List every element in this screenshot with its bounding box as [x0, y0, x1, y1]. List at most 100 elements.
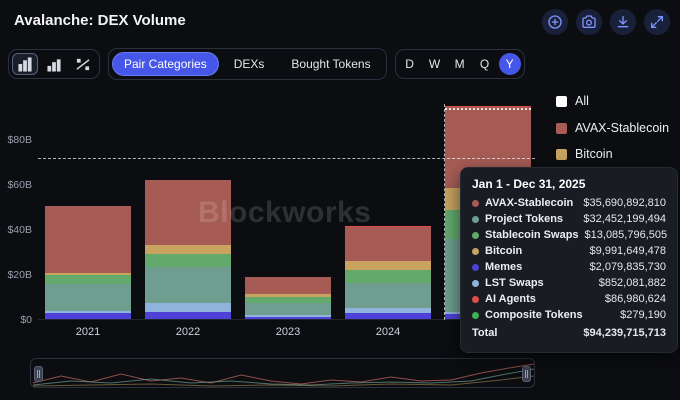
stacked-bar-chart-icon: [18, 56, 32, 72]
range-m[interactable]: M: [449, 53, 471, 75]
view-tabs-group: Pair Categories DEXs Bought Tokens: [108, 48, 387, 80]
tooltip-dot-bitcoin: [472, 247, 479, 255]
bar-segment-memes-2021[interactable]: [45, 313, 131, 319]
tooltip-label-lst-swaps: LST Swaps: [485, 277, 544, 289]
add-button[interactable]: [542, 9, 568, 35]
tooltip-row-memes: Memes $2,079,835,730: [472, 261, 666, 273]
tooltip-value-memes: $2,079,835,730: [589, 261, 666, 273]
tooltip-row-composite-tokens: Composite Tokens $279,190: [472, 309, 666, 321]
range-q[interactable]: Q: [474, 53, 496, 75]
bar-segment-lst-swaps-2024[interactable]: [345, 307, 431, 314]
bar-segment-memes-2023[interactable]: [245, 316, 331, 319]
bar-segment-lst-swaps-2023[interactable]: [245, 314, 331, 317]
range-y[interactable]: Y: [498, 53, 521, 75]
range-d[interactable]: D: [399, 53, 421, 75]
tooltip-label-composite-tokens: Composite Tokens: [485, 309, 583, 321]
chart-type-stacked-bar-button[interactable]: [12, 53, 38, 75]
tooltip-dot-composite-tokens: [472, 311, 479, 319]
legend-swatch-all: [556, 96, 567, 107]
y-tick--40b: $40B: [7, 224, 32, 236]
bar-segment-bitcoin-2021[interactable]: [45, 273, 131, 276]
tooltip-row-project-tokens: Project Tokens $32,452,199,494: [472, 213, 666, 225]
tooltip-label-stablecoin-swaps: Stablecoin Swaps: [485, 229, 579, 241]
bar-segment-memes-2022[interactable]: [145, 312, 231, 319]
legend-item-all[interactable]: All: [556, 94, 674, 110]
tooltip-dot-lst-swaps: [472, 279, 479, 287]
tooltip-row-ai-agents: AI Agents $86,980,624: [472, 293, 666, 305]
tooltip-dot-avax-stablecoin: [472, 199, 479, 207]
time-range-brush[interactable]: [30, 358, 535, 388]
chart-type-group: [8, 49, 100, 79]
chart-legend: All AVAX-Stablecoin Bitcoin: [556, 94, 674, 174]
bar-segment-avax-stablecoin-2022[interactable]: [145, 179, 231, 245]
tooltip-total-row: Total $94,239,715,713: [472, 327, 666, 339]
bar-segment-stablecoin-swaps-2023[interactable]: [245, 296, 331, 303]
bar-segment-stablecoin-swaps-2024[interactable]: [345, 269, 431, 283]
bar-segment-ai-agents-2024[interactable]: [345, 225, 431, 227]
plus-circle-icon: [548, 15, 562, 29]
expand-button[interactable]: [644, 9, 670, 35]
tab-bought-tokens[interactable]: Bought Tokens: [279, 52, 382, 76]
tooltip-value-stablecoin-swaps: $13,085,796,505: [584, 229, 668, 241]
tooltip-dot-project-tokens: [472, 215, 479, 223]
tab-pair-categories[interactable]: Pair Categories: [112, 52, 219, 76]
legend-item-avax-stablecoin[interactable]: AVAX-Stablecoin: [556, 121, 674, 137]
chart-type-percent-trend-button[interactable]: [70, 53, 96, 75]
tooltip-label-ai-agents: AI Agents: [485, 293, 536, 305]
download-button[interactable]: [610, 9, 636, 35]
bar-segment-stablecoin-swaps-2022[interactable]: [145, 253, 231, 268]
tooltip-label-memes: Memes: [485, 261, 523, 273]
legend-label-bitcoin: Bitcoin: [575, 147, 613, 162]
tooltip-row-lst-swaps: LST Swaps $852,081,882: [472, 277, 666, 289]
bar-2021[interactable]: [38, 205, 138, 319]
crosshair-horizontal: [38, 158, 535, 159]
legend-item-bitcoin[interactable]: Bitcoin: [556, 147, 674, 163]
bar-segment-project-tokens-2021[interactable]: [45, 284, 131, 312]
camera-icon: [582, 15, 596, 28]
bar-segment-avax-stablecoin-2021[interactable]: [45, 205, 131, 274]
tooltip-total-value: $94,239,715,713: [583, 327, 666, 339]
tooltip-value-composite-tokens: $279,190: [620, 309, 666, 321]
chart-type-grouped-bar-button[interactable]: [41, 53, 67, 75]
range-w[interactable]: W: [424, 53, 446, 75]
bar-segment-bitcoin-2023[interactable]: [245, 294, 331, 297]
y-tick--80b: $80B: [7, 134, 32, 146]
hovered-bar-top-cap: [445, 107, 531, 110]
tooltip-label-project-tokens: Project Tokens: [485, 213, 564, 225]
bar-segment-project-tokens-2022[interactable]: [145, 267, 231, 304]
bar-segment-avax-stablecoin-2024[interactable]: [345, 226, 431, 261]
percent-trend-icon: [76, 58, 90, 70]
brush-handle-left[interactable]: [34, 366, 43, 382]
screenshot-button[interactable]: [576, 9, 602, 35]
tooltip-value-ai-agents: $86,980,624: [604, 293, 666, 305]
x-tick-2023: 2023: [275, 326, 301, 338]
bar-2024[interactable]: [338, 225, 438, 319]
tooltip-row-stablecoin-swaps: Stablecoin Swaps $13,085,796,505: [472, 229, 668, 241]
bar-segment-bitcoin-2022[interactable]: [145, 244, 231, 254]
y-tick--0: $0: [20, 314, 32, 326]
tooltip-label-bitcoin: Bitcoin: [485, 245, 523, 257]
bar-segment-avax-stablecoin-2023[interactable]: [245, 277, 331, 295]
bar-segment-bitcoin-2024[interactable]: [345, 260, 431, 270]
bar-segment-lst-swaps-2022[interactable]: [145, 303, 231, 313]
bar-segment-stablecoin-swaps-2021[interactable]: [45, 275, 131, 285]
bar-segment-lst-swaps-2021[interactable]: [45, 311, 131, 314]
bar-segment-memes-2024[interactable]: [345, 313, 431, 319]
y-tick--60b: $60B: [7, 179, 32, 191]
tooltip-value-bitcoin: $9,991,649,478: [589, 245, 666, 257]
bar-segment-project-tokens-2024[interactable]: [345, 283, 431, 308]
bar-2023[interactable]: [238, 277, 338, 319]
tooltip-dot-memes: [472, 263, 479, 271]
tab-dexs[interactable]: DEXs: [222, 52, 277, 76]
bar-2022[interactable]: [138, 179, 238, 319]
brush-sparkline: [32, 363, 534, 387]
brush-handle-right[interactable]: [522, 366, 531, 382]
tooltip-total-label: Total: [472, 327, 498, 339]
page-title: Avalanche: DEX Volume: [14, 12, 186, 29]
bar-segment-ai-agents-2025[interactable]: [445, 106, 531, 108]
download-icon: [617, 16, 629, 28]
bar-chart-icon: [47, 58, 61, 72]
bar-segment-project-tokens-2023[interactable]: [245, 302, 331, 315]
tooltip-title: Jan 1 - Dec 31, 2025: [472, 177, 586, 191]
